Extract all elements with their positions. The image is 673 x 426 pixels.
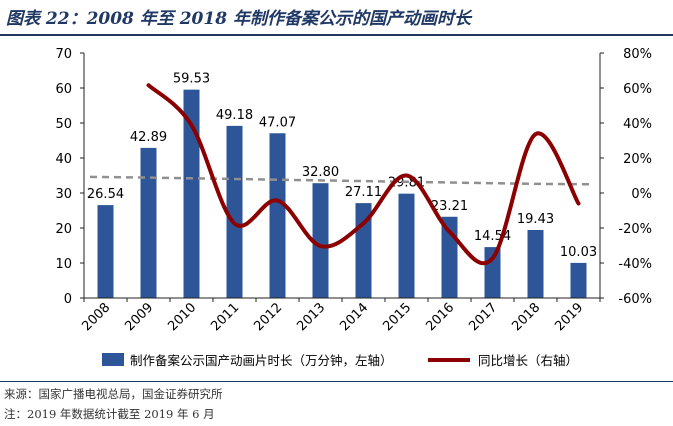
chart-title: 图表 22：2008 年至 2018 年制作备案公示的国产动画时长 [6,9,471,29]
x-tick-label: 2019 [552,300,586,334]
right-tick-label: 20% [623,152,652,167]
x-tick-label: 2008 [79,300,113,334]
x-tick-label: 2014 [337,300,371,334]
bar-value-label: 32.80 [302,165,339,180]
right-tick-label: 0% [631,187,652,202]
bar-value-label: 19.43 [517,212,554,227]
legend-line-label: 同比增长（右轴） [478,353,578,368]
left-tick-label: 20 [55,222,72,237]
x-tick-label: 2009 [122,300,156,334]
bar [527,229,544,298]
x-tick-label: 2012 [251,300,285,334]
bar-value-label: 42.89 [130,130,167,145]
bar [398,193,415,298]
x-tick-label: 2010 [165,300,199,334]
left-tick-label: 10 [55,257,72,272]
bar [226,125,243,299]
x-tick-label: 2013 [294,300,328,334]
right-tick-label: 40% [623,117,652,132]
bar [269,133,286,298]
legend: 制作备案公示国产动画片时长（万分钟，左轴） 同比增长（右轴） [102,353,578,368]
left-tick-label: 40 [55,152,72,167]
left-tick-label: 0 [64,292,72,307]
growth-line-series [146,83,581,266]
x-tick-label: 2017 [466,300,500,334]
left-tick-label: 70 [55,47,72,62]
bar [140,147,157,298]
bar [570,262,587,298]
x-tick-label: 2015 [380,300,414,334]
footnote: 注：2019 年数据统计截至 2019 年 6 月 [4,407,215,421]
x-tick-label: 2018 [509,300,543,334]
right-axis: -60% -40% -20% 0% 20% 40% 60% 80% [599,47,652,307]
right-tick-label: 80% [623,47,652,62]
bar-value-label: 26.54 [87,187,124,202]
trend-line [89,175,591,186]
footer-divider [0,381,673,382]
left-tick-label: 50 [55,117,72,132]
right-tick-label: -60% [618,292,652,307]
right-tick-label: -40% [618,257,652,272]
legend-bar-label: 制作备案公示国产动画片时长（万分钟，左轴） [130,353,393,368]
bar [312,183,329,298]
right-tick-label: -20% [618,222,652,237]
title-divider [0,34,673,36]
bar-value-label: 47.07 [259,115,296,130]
bar [183,89,200,298]
x-axis: 2008 2009 2010 2011 2012 2013 2014 2015 2016 2017… [79,297,601,334]
combo-chart: 0 10 20 30 40 50 60 70 -60% -40% -20% 0% 20% 40% 60% 8… [55,47,652,368]
left-axis: 0 10 20 30 40 50 60 70 [55,47,85,307]
x-tick-label: 2011 [208,300,242,334]
growth-line [146,83,581,266]
bar-value-label: 27.11 [345,185,382,200]
bar-value-label: 23.21 [431,199,468,214]
bar-value-label: 10.03 [560,245,597,260]
right-tick-label: 60% [623,82,652,97]
source-note: 来源：国家广播电视总局，国金证券研究所 [4,387,223,401]
bar-value-label: 49.18 [216,108,253,123]
bar-value-label: 59.53 [173,72,210,87]
legend-bar-swatch [102,353,124,366]
left-tick-label: 60 [55,82,72,97]
trend-dashed-line [89,175,591,186]
bar [97,205,114,298]
left-tick-label: 30 [55,187,72,202]
bar [484,247,501,298]
x-tick-label: 2016 [423,300,457,334]
